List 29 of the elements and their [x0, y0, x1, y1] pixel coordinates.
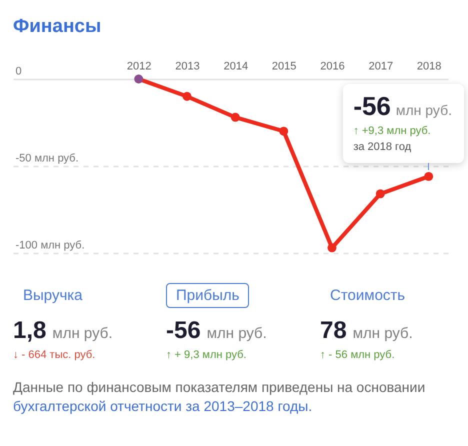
x-tick-label: 2017 — [368, 60, 394, 72]
annotation: -56 — [353, 91, 391, 121]
x-tick-label: 2016 — [320, 60, 345, 72]
text: 78 — [320, 316, 347, 346]
text: -56 — [166, 316, 201, 346]
text: бухгалтерской отчетности за 2013–2018 годы. — [13, 398, 312, 414]
y-tick-label: 0 — [16, 66, 22, 78]
text: млн руб. — [206, 324, 267, 344]
annotation: за 2018 год — [353, 140, 412, 155]
text: ↑ - 56 млн руб. — [320, 348, 395, 362]
text: млн руб. — [352, 324, 413, 344]
x-tick-label: 2014 — [224, 60, 248, 72]
x-tick-label: 2012 — [126, 60, 152, 72]
text: Данные по финансовым показателям приведены на основании — [13, 379, 426, 395]
text: Стоимость — [329, 286, 406, 306]
x-tick-label: 2018 — [416, 60, 442, 72]
text: ↓ - 664 тыс. руб. — [13, 348, 96, 362]
x-tick-label: 2013 — [175, 60, 200, 72]
text: млн руб. — [52, 324, 112, 344]
y-tick-label: -100 млн руб. — [16, 240, 85, 252]
text: Прибыль — [166, 283, 250, 308]
annotation: млн руб. — [396, 101, 452, 120]
annotation: ↑ +9,3 млн руб. — [353, 124, 432, 139]
text: 1,8 — [13, 316, 46, 346]
y-tick-label: -50 млн руб. — [16, 152, 79, 164]
text: Выручка — [22, 286, 84, 306]
x-tick-label: 2015 — [272, 60, 296, 72]
text: ↑ + 9,3 млн руб. — [166, 348, 246, 362]
chart-title: Финансы — [13, 16, 102, 37]
